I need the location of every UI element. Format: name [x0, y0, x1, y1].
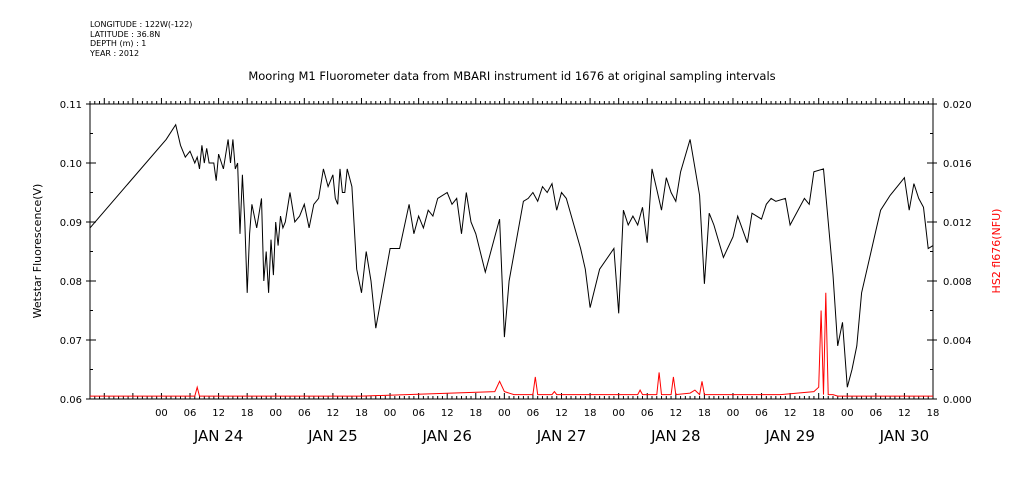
longitude-label: LONGITUDE : 122W(-122) — [90, 20, 193, 29]
wetstar-fluorescence-line — [89, 123, 934, 388]
hour-tick-label: 18 — [469, 408, 482, 419]
hour-tick-label: 00 — [384, 408, 397, 419]
data-series — [89, 123, 934, 397]
hour-tick-label: 18 — [927, 408, 940, 419]
y-tick-label: 0.10 — [60, 159, 82, 170]
y2-tick-label: 0.016 — [943, 159, 972, 170]
y2-tick-label: 0.004 — [943, 336, 972, 347]
y-tick-label: 0.09 — [60, 218, 82, 229]
day-label: JAN 29 — [764, 427, 815, 445]
hour-tick-label: 12 — [327, 408, 340, 419]
left-axis-tick-labels: 0.06 0.07 0.08 0.09 0.10 0.11 — [60, 100, 82, 406]
metadata-block: LONGITUDE : 122W(-122) LATITUDE : 36.8N … — [90, 20, 192, 58]
hour-tick-label: 06 — [641, 408, 654, 419]
hour-tick-label: 00 — [155, 408, 168, 419]
depth-label: DEPTH (m) : 1 — [90, 39, 147, 49]
hour-tick-label: 18 — [698, 408, 711, 419]
hs2-fl676-line — [90, 292, 933, 397]
y2-tick-label: 0.020 — [943, 100, 972, 111]
latitude-label: LATITUDE : 36.8N — [90, 29, 161, 39]
hour-tick-label: 06 — [755, 408, 768, 419]
hour-tick-label: 18 — [584, 408, 597, 419]
hour-tick-labels: 00 06 12 18 00 06 12 18 00 06 12 18 00 06 12 18 00 06 12 18… — [155, 408, 939, 419]
hour-tick-label: 18 — [241, 408, 254, 419]
day-label: JAN 25 — [307, 427, 358, 445]
hour-tick-label: 06 — [184, 408, 197, 419]
right-axis-tick-labels: 0.000 0.004 0.008 0.012 0.016 0.020 — [943, 100, 972, 406]
y-tick-label: 0.06 — [60, 395, 82, 406]
day-label: JAN 28 — [650, 427, 701, 445]
hour-tick-label: 12 — [784, 408, 797, 419]
hour-tick-label: 12 — [669, 408, 682, 419]
hour-tick-label: 06 — [527, 408, 540, 419]
day-label: JAN 26 — [421, 427, 472, 445]
hour-tick-label: 00 — [498, 408, 511, 419]
hour-tick-label: 00 — [269, 408, 282, 419]
day-labels: JAN 24 JAN 25 JAN 26 JAN 27 JAN 28 JAN 29 JAN … — [193, 427, 929, 445]
chart-title: Mooring M1 Fluorometer data from MBARI i… — [248, 69, 775, 83]
day-label: JAN 24 — [193, 427, 244, 445]
hour-tick-label: 12 — [555, 408, 568, 419]
plot-frame — [89, 103, 934, 400]
y-tick-label: 0.07 — [60, 336, 82, 347]
y2-tick-label: 0.012 — [943, 218, 972, 229]
hour-tick-label: 00 — [841, 408, 854, 419]
y-tick-label: 0.11 — [60, 100, 82, 111]
hour-tick-label: 12 — [441, 408, 454, 419]
hour-tick-label: 00 — [727, 408, 740, 419]
hour-tick-label: 06 — [298, 408, 311, 419]
hour-tick-label: 06 — [869, 408, 882, 419]
hour-tick-label: 12 — [212, 408, 225, 419]
day-label: JAN 27 — [536, 427, 587, 445]
y2-tick-label: 0.000 — [943, 395, 972, 406]
left-axis-label: Wetstar Fluorescence(V) — [31, 184, 44, 319]
day-label: JAN 30 — [879, 427, 930, 445]
hour-tick-label: 18 — [812, 408, 825, 419]
hour-tick-label: 12 — [898, 408, 911, 419]
right-axis-label: HS2 fl676(NFU) — [990, 209, 1003, 294]
y2-tick-label: 0.008 — [943, 277, 972, 288]
hour-tick-label: 18 — [355, 408, 368, 419]
y-tick-label: 0.08 — [60, 277, 82, 288]
hour-tick-label: 06 — [412, 408, 425, 419]
hour-tick-label: 00 — [612, 408, 625, 419]
axis-ticks — [86, 98, 937, 400]
year-label: YEAR : 2012 — [90, 48, 140, 58]
